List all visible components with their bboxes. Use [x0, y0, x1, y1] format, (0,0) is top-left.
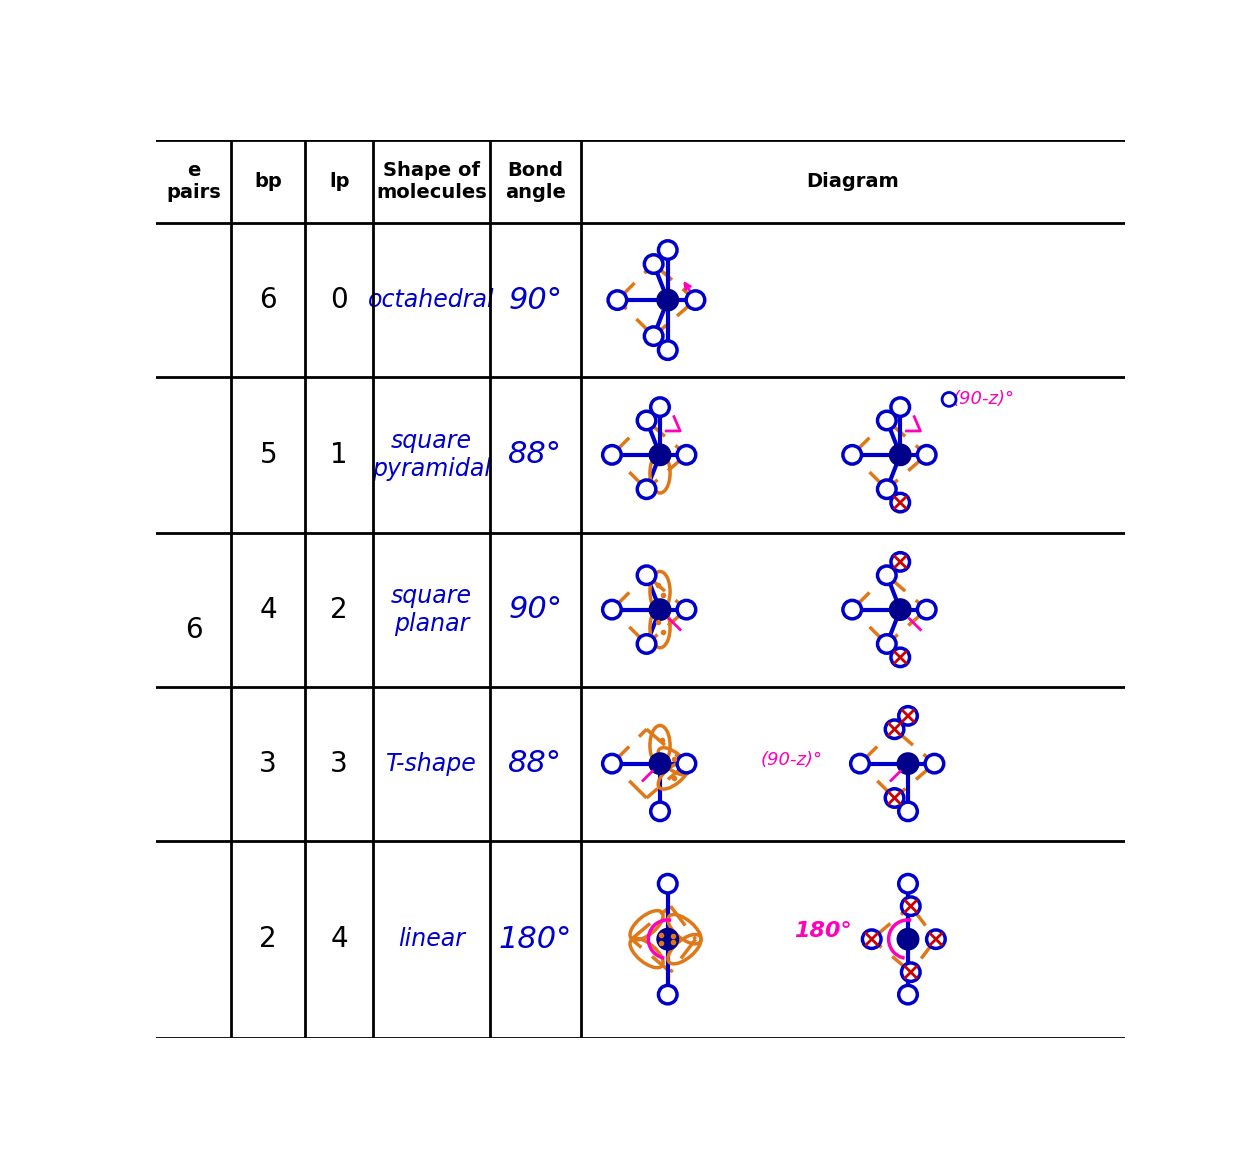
Circle shape	[602, 600, 621, 619]
Text: linear: linear	[398, 927, 465, 951]
Text: 90°: 90°	[509, 286, 562, 315]
Circle shape	[899, 874, 918, 893]
Circle shape	[659, 985, 678, 1004]
Text: lp: lp	[329, 173, 350, 191]
Text: 4: 4	[260, 596, 278, 624]
Circle shape	[901, 963, 920, 982]
Text: square
planar: square planar	[391, 584, 472, 635]
Circle shape	[878, 634, 896, 653]
Circle shape	[686, 290, 705, 309]
Circle shape	[659, 241, 678, 259]
Circle shape	[878, 412, 896, 430]
Circle shape	[878, 566, 896, 584]
Circle shape	[899, 802, 918, 821]
Text: 1: 1	[330, 441, 348, 469]
Circle shape	[842, 445, 861, 464]
Circle shape	[885, 788, 904, 807]
Text: Shape of
molecules: Shape of molecules	[376, 161, 486, 202]
Circle shape	[891, 398, 910, 416]
Circle shape	[891, 493, 910, 512]
Circle shape	[644, 255, 662, 273]
Text: Diagram: Diagram	[806, 173, 899, 191]
Circle shape	[898, 929, 918, 949]
Circle shape	[878, 480, 896, 498]
Circle shape	[638, 566, 656, 584]
Text: 180°: 180°	[499, 925, 572, 954]
Circle shape	[918, 600, 936, 619]
Circle shape	[644, 326, 662, 345]
Circle shape	[899, 707, 918, 725]
Circle shape	[638, 412, 656, 430]
Circle shape	[651, 398, 669, 416]
Circle shape	[842, 600, 861, 619]
Circle shape	[890, 599, 910, 619]
Circle shape	[650, 753, 670, 773]
Circle shape	[901, 897, 920, 915]
Circle shape	[899, 985, 918, 1004]
Circle shape	[658, 929, 678, 949]
Circle shape	[925, 754, 944, 773]
Text: 3: 3	[259, 750, 278, 778]
Circle shape	[918, 445, 936, 464]
Text: 90°: 90°	[509, 595, 562, 624]
Text: 4: 4	[330, 925, 348, 953]
Text: e
pairs: e pairs	[166, 161, 221, 202]
Circle shape	[678, 754, 696, 773]
Text: 3: 3	[330, 750, 348, 778]
Circle shape	[602, 445, 621, 464]
Text: bp: bp	[254, 173, 282, 191]
Circle shape	[942, 393, 956, 406]
Text: Bond
angle: Bond angle	[505, 161, 566, 202]
Circle shape	[638, 634, 656, 653]
Text: 0: 0	[330, 286, 348, 314]
Circle shape	[862, 930, 881, 948]
Text: 180°: 180°	[794, 921, 851, 941]
Circle shape	[926, 930, 945, 948]
Text: 2: 2	[260, 925, 278, 953]
Text: square
pyramidal: square pyramidal	[372, 429, 491, 480]
Circle shape	[891, 648, 910, 667]
Circle shape	[851, 754, 869, 773]
Circle shape	[898, 753, 918, 773]
Circle shape	[678, 445, 696, 464]
Circle shape	[659, 874, 678, 893]
Circle shape	[891, 553, 910, 571]
Text: 2: 2	[330, 596, 348, 624]
Circle shape	[650, 445, 670, 465]
Text: 6: 6	[185, 617, 202, 645]
Circle shape	[608, 290, 626, 309]
Circle shape	[678, 600, 696, 619]
Text: (90-z)°: (90-z)°	[952, 391, 1015, 408]
Circle shape	[602, 754, 621, 773]
Circle shape	[650, 599, 670, 619]
Text: octahedral: octahedral	[368, 288, 495, 312]
Text: T-shape: T-shape	[386, 752, 476, 775]
Text: 5: 5	[260, 441, 278, 469]
Circle shape	[659, 340, 678, 359]
Text: 88°: 88°	[509, 749, 562, 778]
Text: 6: 6	[260, 286, 278, 314]
Circle shape	[638, 480, 656, 498]
Text: 88°: 88°	[509, 441, 562, 470]
Circle shape	[651, 802, 669, 821]
Circle shape	[885, 721, 904, 738]
Circle shape	[658, 290, 678, 310]
Text: (90-z)°: (90-z)°	[761, 751, 822, 768]
Circle shape	[890, 445, 910, 465]
